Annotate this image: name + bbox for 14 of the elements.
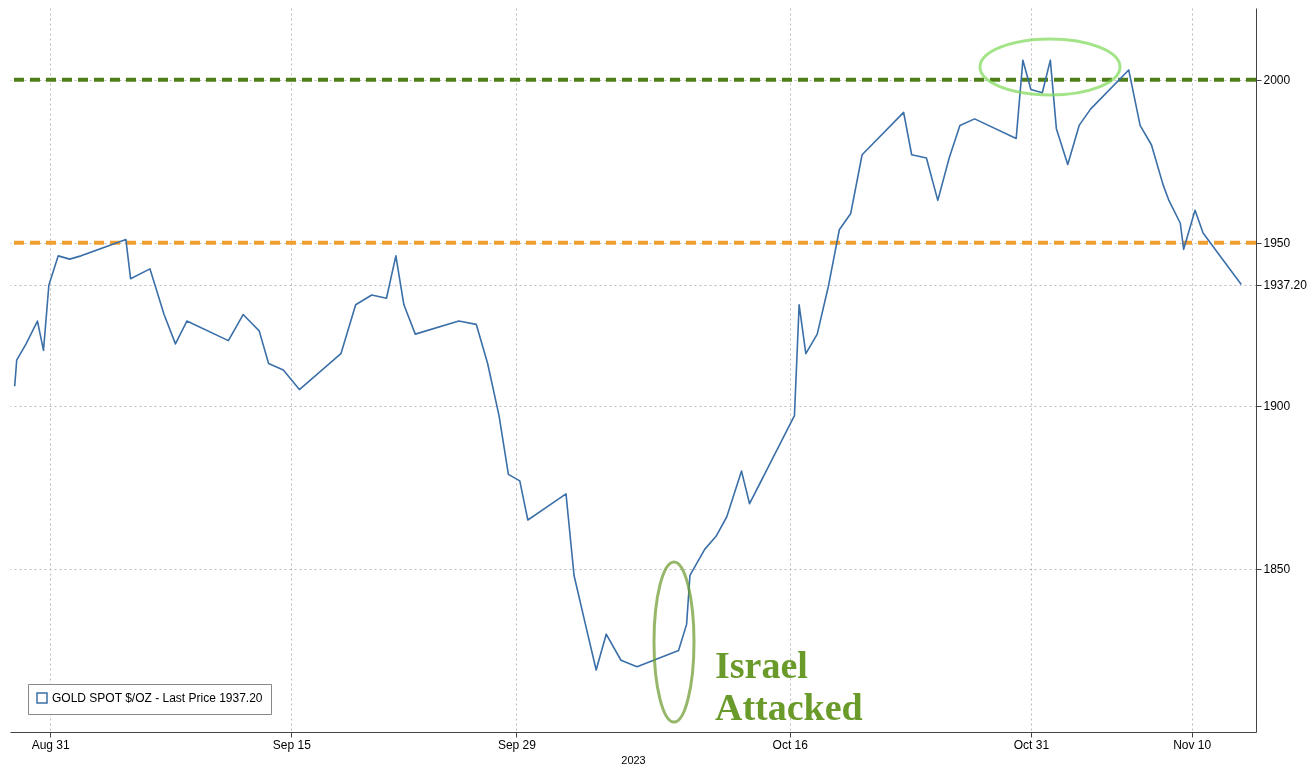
x-tick-label: Sep 29 xyxy=(497,737,537,752)
x-axis-title: 2023 xyxy=(621,753,646,766)
x-tick-label: Aug 31 xyxy=(31,737,71,752)
x-tick-label: Oct 31 xyxy=(1013,737,1050,752)
y-tick-label: 1850 xyxy=(1263,562,1291,577)
y-tick-label: 1950 xyxy=(1263,236,1291,251)
legend-label: GOLD SPOT $/OZ - Last Price 1937.20 xyxy=(52,691,263,705)
y-tick-label: 1900 xyxy=(1263,399,1291,414)
x-tick-label: Sep 15 xyxy=(272,737,312,752)
y-tick-label: 2000 xyxy=(1263,73,1291,88)
x-tick-label: Oct 16 xyxy=(772,737,809,752)
y-tick-label: 1937.20 xyxy=(1263,278,1308,293)
annotation: Israel Attacked xyxy=(715,644,863,728)
x-tick-label: Nov 10 xyxy=(1173,737,1212,752)
